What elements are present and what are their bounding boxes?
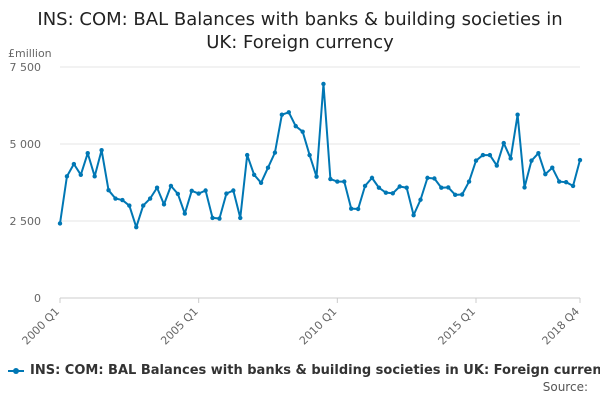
- data-point[interactable]: [563, 179, 569, 185]
- data-point[interactable]: [355, 206, 361, 212]
- data-point[interactable]: [550, 165, 555, 170]
- data-point[interactable]: [106, 188, 111, 193]
- data-point[interactable]: [161, 202, 167, 207]
- data-point[interactable]: [154, 185, 160, 190]
- data-point[interactable]: [113, 196, 118, 201]
- data-point[interactable]: [245, 152, 250, 158]
- data-point[interactable]: [196, 191, 201, 196]
- data-point[interactable]: [57, 221, 63, 226]
- data-point[interactable]: [210, 215, 215, 221]
- data-point[interactable]: [480, 152, 486, 158]
- data-point[interactable]: [307, 152, 312, 158]
- data-point[interactable]: [570, 183, 576, 189]
- data-point[interactable]: [501, 140, 506, 146]
- data-point[interactable]: [383, 190, 389, 195]
- y-tick-label: 7 500: [10, 61, 42, 74]
- data-point[interactable]: [446, 185, 451, 190]
- data-point[interactable]: [369, 175, 375, 181]
- series-line: [59, 82, 581, 229]
- data-point[interactable]: [453, 192, 458, 198]
- data-point[interactable]: [390, 191, 395, 196]
- chart-title-line-2: UK: Foreign currency: [206, 32, 394, 53]
- data-point[interactable]: [251, 172, 257, 177]
- y-axis-label: £million: [8, 47, 52, 60]
- data-point[interactable]: [203, 188, 208, 193]
- y-tick-label: 0: [34, 292, 41, 305]
- legend-label: INS: COM: BAL Balances with banks & buil…: [30, 363, 600, 378]
- data-point[interactable]: [439, 185, 444, 190]
- data-point[interactable]: [522, 185, 527, 190]
- data-point[interactable]: [473, 158, 479, 163]
- data-point[interactable]: [64, 174, 70, 179]
- data-point[interactable]: [328, 176, 333, 182]
- y-axis: 0 2 500 5 000 7 500: [10, 61, 42, 305]
- series-group: [57, 81, 583, 230]
- source-note: Source:: [542, 380, 588, 394]
- data-point[interactable]: [147, 196, 153, 201]
- data-point[interactable]: [272, 150, 278, 155]
- data-point[interactable]: [141, 203, 146, 208]
- x-tick-label: 2015 Q1: [436, 305, 479, 348]
- data-point[interactable]: [536, 151, 541, 156]
- data-point[interactable]: [508, 156, 513, 161]
- data-point[interactable]: [286, 110, 291, 115]
- data-point[interactable]: [182, 211, 187, 216]
- data-point[interactable]: [293, 123, 298, 129]
- data-point[interactable]: [529, 158, 534, 163]
- x-tick-label: 2010 Q1: [297, 305, 340, 348]
- data-point[interactable]: [314, 174, 319, 179]
- data-point[interactable]: [543, 171, 548, 177]
- data-point[interactable]: [265, 165, 271, 170]
- data-point[interactable]: [397, 184, 402, 189]
- x-axis: 2000 Q1 2005 Q1 2010 Q1 2015 Q1 2018 Q4: [20, 298, 583, 348]
- data-point[interactable]: [362, 183, 368, 189]
- data-point[interactable]: [487, 152, 493, 158]
- x-tick-label: 2005 Q1: [158, 305, 201, 348]
- data-point[interactable]: [258, 180, 264, 186]
- data-point[interactable]: [127, 203, 132, 208]
- data-point[interactable]: [376, 185, 382, 190]
- data-point[interactable]: [217, 216, 222, 221]
- chart-title: INS: COM: BAL Balances with banks & buil…: [0, 8, 600, 54]
- data-point[interactable]: [342, 179, 347, 184]
- data-point[interactable]: [432, 176, 437, 181]
- data-point[interactable]: [85, 151, 90, 156]
- data-point[interactable]: [515, 112, 520, 117]
- data-point[interactable]: [238, 215, 243, 221]
- data-point[interactable]: [300, 129, 305, 134]
- x-tick-label: 2018 Q4: [540, 305, 583, 348]
- data-point[interactable]: [577, 157, 583, 163]
- data-point[interactable]: [279, 112, 285, 117]
- data-point[interactable]: [224, 191, 229, 196]
- data-point[interactable]: [175, 191, 181, 197]
- data-point[interactable]: [168, 183, 174, 189]
- data-point[interactable]: [71, 161, 77, 167]
- data-point[interactable]: [425, 175, 430, 181]
- data-point[interactable]: [349, 206, 354, 211]
- data-point[interactable]: [92, 174, 97, 179]
- data-point[interactable]: [466, 179, 472, 184]
- y-tick-label: 5 000: [10, 138, 42, 151]
- data-point[interactable]: [134, 224, 139, 230]
- legend: INS: COM: BAL Balances with banks & buil…: [8, 363, 600, 378]
- data-point[interactable]: [418, 197, 423, 202]
- data-point[interactable]: [335, 179, 340, 184]
- data-point[interactable]: [231, 188, 236, 193]
- data-point[interactable]: [189, 188, 194, 194]
- legend-marker-icon: [8, 365, 24, 377]
- data-point[interactable]: [120, 197, 125, 203]
- data-point[interactable]: [99, 147, 104, 153]
- data-point[interactable]: [557, 179, 562, 184]
- y-tick-label: 2 500: [10, 215, 42, 228]
- data-point[interactable]: [411, 212, 416, 218]
- data-point[interactable]: [404, 185, 409, 190]
- data-point[interactable]: [321, 81, 326, 87]
- gridlines: [60, 66, 580, 299]
- data-point[interactable]: [494, 163, 499, 168]
- x-tick-label: 2000 Q1: [20, 305, 63, 348]
- data-point[interactable]: [459, 192, 465, 197]
- chart-title-line-1: INS: COM: BAL Balances with banks & buil…: [37, 9, 563, 30]
- data-point[interactable]: [78, 172, 84, 177]
